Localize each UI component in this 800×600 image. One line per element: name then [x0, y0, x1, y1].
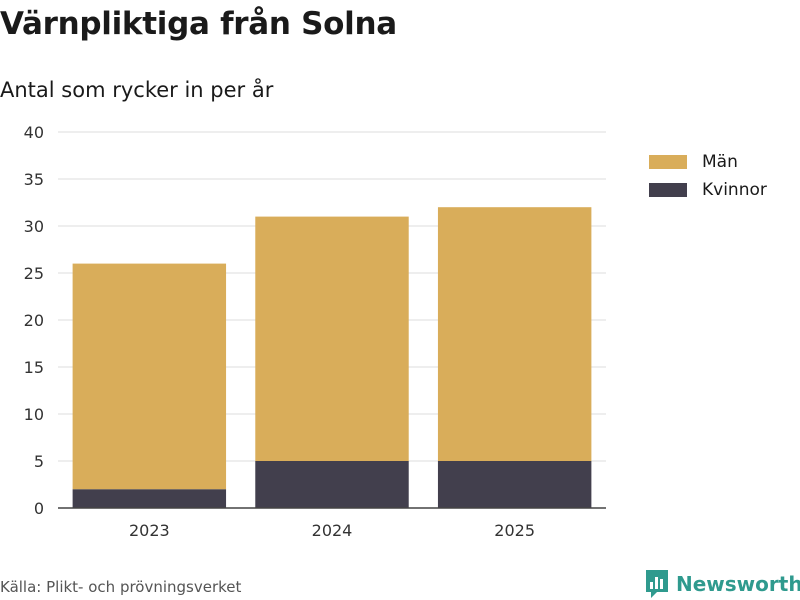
y-tick-label: 15 [24, 358, 44, 377]
bar-men-2025 [437, 207, 592, 461]
legend-item-men[interactable]: Män [649, 148, 767, 176]
y-tick-label: 0 [34, 499, 44, 518]
legend-swatch-men [649, 155, 687, 169]
legend-swatch-women [649, 183, 687, 197]
bar-men-2023 [72, 263, 227, 490]
legend-label-men: Män [702, 152, 738, 172]
y-tick-label: 30 [24, 217, 44, 236]
y-tick-label: 40 [24, 123, 44, 142]
y-tick-label: 20 [24, 311, 44, 330]
legend-label-women: Kvinnor [702, 180, 767, 200]
bar-women-2023 [72, 489, 227, 508]
brand-logo: Newsworthy [644, 568, 800, 600]
legend-item-women[interactable]: Kvinnor [649, 176, 767, 204]
y-tick-label: 25 [24, 264, 44, 283]
y-tick-label: 5 [34, 452, 44, 471]
chart-title: Värnpliktiga från Solna [0, 6, 397, 42]
y-tick-label: 10 [24, 405, 44, 424]
bar-women-2024 [255, 461, 409, 508]
bar-men-2024 [255, 216, 409, 461]
x-tick-label: 2024 [312, 521, 353, 540]
newsworthy-logo-icon [646, 570, 668, 598]
chart-subtitle: Antal som rycker in per år [0, 78, 274, 102]
y-tick-label: 35 [24, 170, 44, 189]
brand-label: Newsworthy [676, 572, 800, 596]
x-tick-label: 2023 [129, 521, 170, 540]
x-tick-label: 2025 [494, 521, 535, 540]
legend: Män Kvinnor [649, 148, 767, 204]
source-note: Källa: Plikt- och prövningsverket [0, 578, 242, 596]
bar-women-2025 [437, 461, 592, 508]
